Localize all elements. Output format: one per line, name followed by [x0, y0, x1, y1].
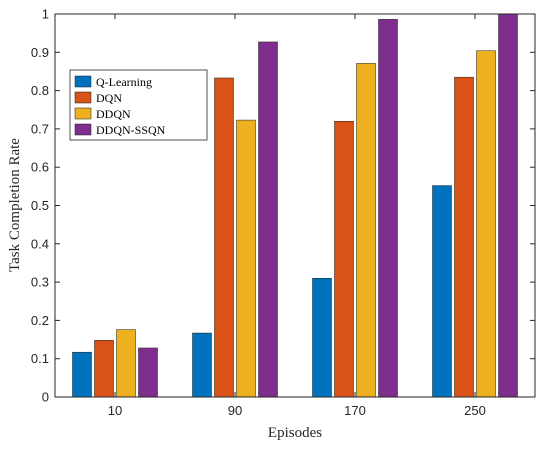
legend-label-dqn: DQN [96, 91, 122, 105]
legend: Q-Learning DQN DDQN DDQN-SSQN [69, 69, 208, 141]
y-tick-label: 0.5 [31, 198, 49, 213]
bar-q-learning-250 [432, 185, 452, 398]
legend-swatch-q-learning [74, 75, 92, 88]
y-tick-label: 0.1 [31, 351, 49, 366]
bar-ddqn-ssqn-250 [498, 13, 518, 398]
bar-dqn-170 [334, 120, 354, 398]
y-axis: 0 0.1 0.2 0.3 0.4 0.5 0.6 0.7 0.8 0.9 1 [31, 7, 535, 405]
bar-q-learning-90 [192, 332, 212, 398]
legend-swatch-dqn [74, 91, 92, 104]
y-tick-label: 0.3 [31, 275, 49, 290]
bar-dqn-10 [94, 340, 114, 398]
x-tick-label: 10 [108, 403, 122, 418]
bar-q-learning-170 [312, 278, 332, 398]
bar-ddqn-ssqn-90 [258, 41, 278, 398]
y-tick-label: 0.6 [31, 160, 49, 175]
y-axis-label: Task Completion Rate [7, 138, 23, 272]
y-tick-label: 0.9 [31, 45, 49, 60]
y-tick-label: 0.2 [31, 313, 49, 328]
x-axis-label: Episodes [268, 425, 322, 441]
x-tick-label: 170 [344, 403, 366, 418]
y-tick-label: 1 [42, 7, 49, 22]
legend-label-ddqn: DDQN [96, 107, 131, 121]
x-tick-label: 90 [228, 403, 242, 418]
y-tick-label: 0.8 [31, 83, 49, 98]
bar-ddqn-90 [236, 119, 256, 398]
bar-ddqn-ssqn-10 [138, 347, 158, 398]
legend-swatch-ddqn [74, 107, 92, 120]
legend-box [69, 69, 208, 141]
y-tick-label: 0.4 [31, 236, 49, 251]
bar-ddqn-ssqn-170 [378, 19, 398, 398]
y-tick-label: 0.7 [31, 121, 49, 136]
legend-label-q-learning: Q-Learning [96, 75, 152, 89]
legend-swatch-ddqn-ssqn [74, 123, 92, 136]
bar-q-learning-10 [72, 351, 92, 398]
x-tick-label: 250 [464, 403, 486, 418]
legend-label-ddqn-ssqn: DDQN-SSQN [96, 123, 166, 137]
bar-ddqn-170 [356, 63, 376, 398]
bar-dqn-90 [214, 77, 234, 398]
bar-ddqn-10 [116, 329, 136, 398]
bar-ddqn-250 [476, 50, 496, 398]
bar-dqn-250 [454, 76, 474, 398]
bars-group [72, 13, 518, 398]
y-tick-label: 0 [42, 390, 49, 405]
x-axis: 10 90 170 250 [108, 14, 486, 418]
